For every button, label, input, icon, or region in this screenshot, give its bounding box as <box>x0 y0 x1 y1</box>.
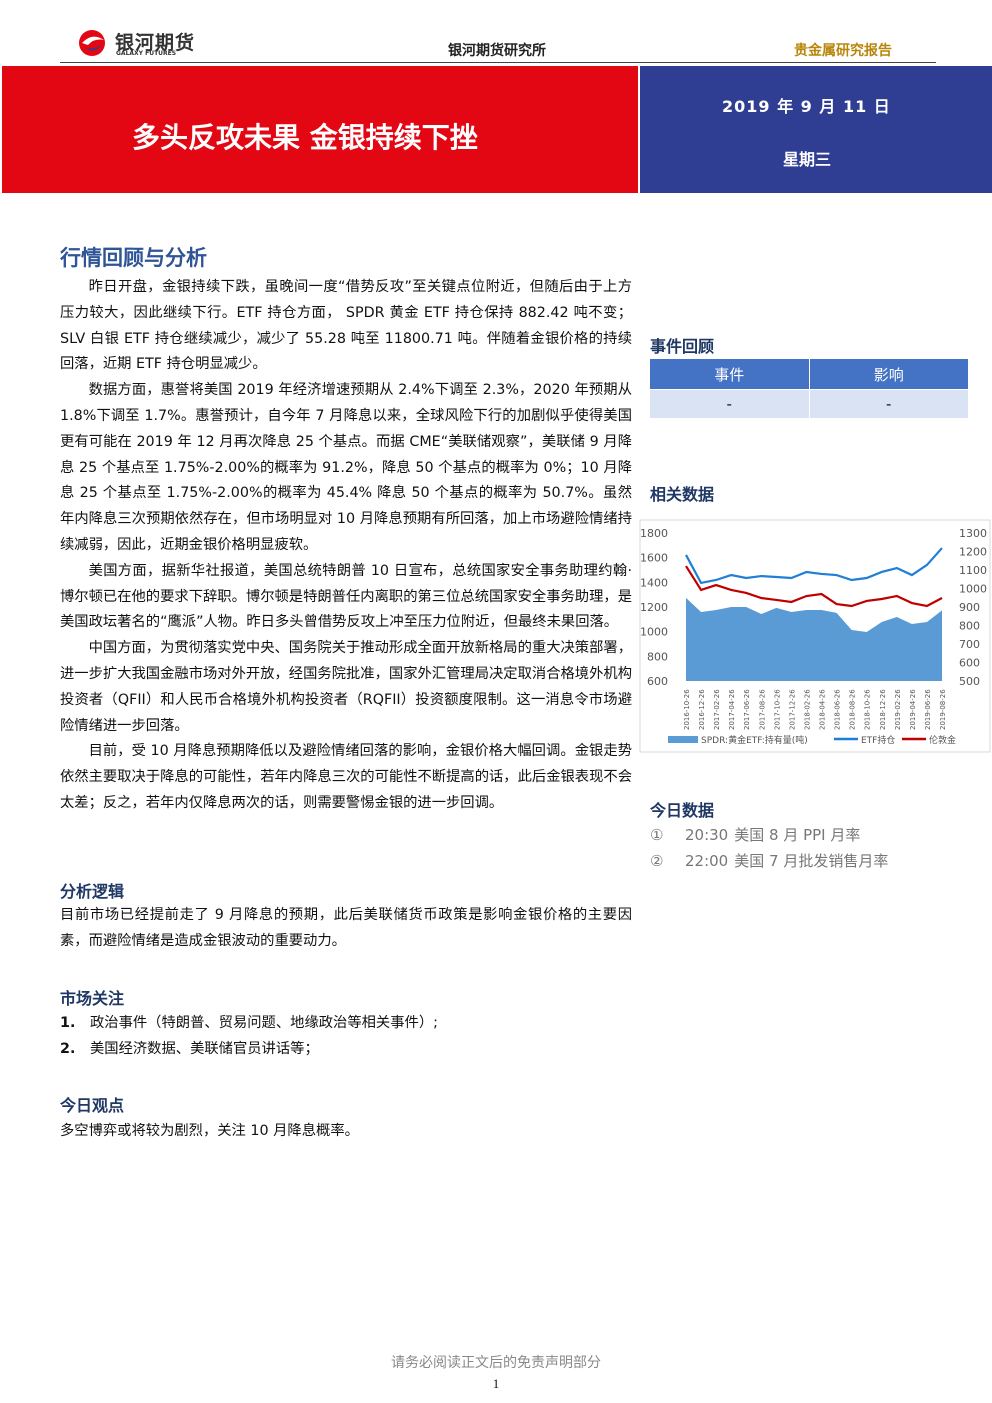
x-tick-label: 2018-08-26 <box>849 689 857 730</box>
table-cell: - <box>649 389 810 419</box>
y-tick-label: 1200 <box>640 601 668 614</box>
x-tick-label: 2018-10-26 <box>864 689 872 730</box>
y2-tick-label: 1300 <box>959 527 987 540</box>
x-tick-label: 2019-04-26 <box>909 689 917 730</box>
date-box: 2019 年 9 月 11 日 星期三 <box>640 66 992 193</box>
paragraph: 数据方面，惠誉将美国 2019 年经济增速预期从 2.4%下调至 2.3%，20… <box>60 382 632 553</box>
section-heading: 市场关注 <box>60 989 125 1008</box>
y-tick-label: 1800 <box>640 527 668 540</box>
y-tick-label: 800 <box>647 650 668 663</box>
section-heading: 事件回顾 <box>650 337 715 356</box>
view-body: 多空博弈或将较为剧烈，关注 10 月降息概率。 <box>60 1119 632 1145</box>
report-title: 多头反攻未果 金银持续下挫 <box>132 121 478 154</box>
y2-tick-label: 1200 <box>959 546 987 559</box>
data-item: ② 22:00 美国 7 月批发销售月率 <box>650 848 980 874</box>
section-heading: 今日观点 <box>60 1096 125 1115</box>
logo-text: 银河期货 <box>115 32 196 54</box>
y2-tick-label: 900 <box>959 601 980 614</box>
item-text: 美国 7 月批发销售月率 <box>734 852 889 870</box>
x-tick-label: 2017-10-26 <box>773 689 781 730</box>
paragraph: 美国方面，据新华社报道，美国总统特朗普 10 日宣布，总统国家安全事务助理约翰·… <box>60 562 632 631</box>
y2-tick-label: 1000 <box>959 583 987 596</box>
list-text: 美国经济数据、美联储官员讲话等； <box>90 1041 319 1057</box>
paragraph: 昨日开盘，金银持续下跌，虽晚间一度“借势反攻”至关键点位附近，但随后由于上方压力… <box>60 279 632 373</box>
line <box>685 547 943 585</box>
legend-label: 伦敦金 <box>929 734 956 746</box>
institute: 银河期货研究所 <box>448 43 546 59</box>
review-body: 昨日开盘，金银持续下跌，虽晚间一度“借势反攻”至关键点位附近，但随后由于上方压力… <box>60 275 632 817</box>
section-heading: 分析逻辑 <box>60 882 125 901</box>
x-tick-label: 2017-06-26 <box>743 689 751 730</box>
x-tick-label: 2016-10-26 <box>683 689 691 730</box>
area <box>686 597 942 681</box>
y-tick-label: 600 <box>647 675 668 688</box>
legend-swatch <box>668 736 698 743</box>
section-heading: 今日数据 <box>650 801 715 820</box>
section-heading: 相关数据 <box>650 485 715 504</box>
paragraph: 中国方面，为贯彻落实党中央、国务院关于推动形成全面开放新格局的重大决策部署，进一… <box>60 640 632 734</box>
events-table: 事件 影响 -- <box>649 358 969 419</box>
x-tick-label: 2017-08-26 <box>758 689 766 730</box>
paragraph: 目前市场已经提前走了 9 月降息的预期，此后美联储货币政策是影响金银价格的主要因… <box>60 907 632 949</box>
list-number: 2. <box>60 1041 76 1057</box>
title-banner: 多头反攻未果 金银持续下挫 <box>2 66 638 193</box>
x-tick-label: 2018-02-26 <box>803 689 811 730</box>
x-tick-label: 2019-06-26 <box>924 689 932 730</box>
chart: 600 800 1000 1200 1400 1600 1800 500 600 700 800 90… <box>639 519 991 753</box>
disclaimer: 请务必阅读正文后的免责声明部分 <box>391 1355 601 1371</box>
list-number: 1. <box>60 1015 76 1031</box>
paragraph: 目前，受 10 月降息预期降低以及避险情绪回落的影响，金银价格大幅回调。金银走势… <box>60 743 632 811</box>
legend-label: ETF持仓 <box>861 734 895 746</box>
y2-tick-label: 1100 <box>959 564 987 577</box>
legend-label: SPDR:黄金ETF:持有量(吨) <box>701 734 808 746</box>
report-type: 贵金属研究报告 <box>794 43 892 59</box>
x-tick-label: 2019-08-26 <box>939 689 947 730</box>
today-list: ① 20:30 美国 8 月 PPI 月率 ② 22:00 美国 7 月批发销售月率 <box>650 822 980 874</box>
x-tick-label: 2018-12-26 <box>879 689 887 730</box>
logo-mark <box>79 30 105 56</box>
y2-tick-label: 800 <box>959 620 980 633</box>
chart-border <box>639 519 991 753</box>
y-tick-label: 1600 <box>640 552 668 565</box>
y-tick-label: 1000 <box>640 626 668 639</box>
x-tick-label: 2017-04-26 <box>728 689 736 730</box>
y-tick-label: 1400 <box>640 576 668 589</box>
x-tick-label: 2016-12-26 <box>698 689 706 730</box>
x-tick-label: 2017-12-26 <box>788 689 796 730</box>
item-time: 22:00 <box>685 852 729 870</box>
item-number: ② <box>650 852 664 870</box>
line <box>685 565 943 608</box>
data-item: ① 20:30 美国 8 月 PPI 月率 <box>650 822 980 848</box>
logic-body: 目前市场已经提前走了 9 月降息的预期，此后美联储货币政策是影响金银价格的主要因… <box>60 903 632 955</box>
paragraph: 多空博弈或将较为剧烈，关注 10 月降息概率。 <box>60 1123 359 1139</box>
header-rule <box>60 62 936 63</box>
x-tick-label: 2017-02-26 <box>713 689 721 730</box>
weekday: 星期三 <box>783 150 832 169</box>
x-tick-label: 2019-02-26 <box>894 689 902 730</box>
list-item: 1. 政治事件（特朗普、贸易问题、地缘政治等相关事件）; <box>60 1010 632 1036</box>
list-item: 2. 美国经济数据、美联储官员讲话等； <box>60 1036 632 1062</box>
table-header: 影响 <box>808 358 969 390</box>
table-cell: - <box>808 389 969 419</box>
report-date: 2019 年 9 月 11 日 <box>722 97 891 116</box>
y2-tick-label: 500 <box>959 675 980 688</box>
page-number: 1 <box>492 1376 500 1391</box>
x-tick-label: 2018-06-26 <box>834 689 842 730</box>
item-number: ① <box>650 826 664 844</box>
item-text: 美国 8 月 PPI 月率 <box>734 826 861 844</box>
item-time: 20:30 <box>685 826 729 844</box>
y2-tick-label: 600 <box>959 657 980 670</box>
y2-tick-label: 700 <box>959 638 980 651</box>
x-tick-label: 2018-04-26 <box>819 689 827 730</box>
section-heading: 行情回顾与分析 <box>60 246 207 270</box>
focus-list: 1. 政治事件（特朗普、贸易问题、地缘政治等相关事件）; 2. 美国经济数据、美联储官… <box>60 1010 632 1062</box>
logo-english: GALAXY FUTURES <box>116 50 177 57</box>
list-text: 政治事件（特朗普、贸易问题、地缘政治等相关事件）; <box>90 1015 438 1031</box>
